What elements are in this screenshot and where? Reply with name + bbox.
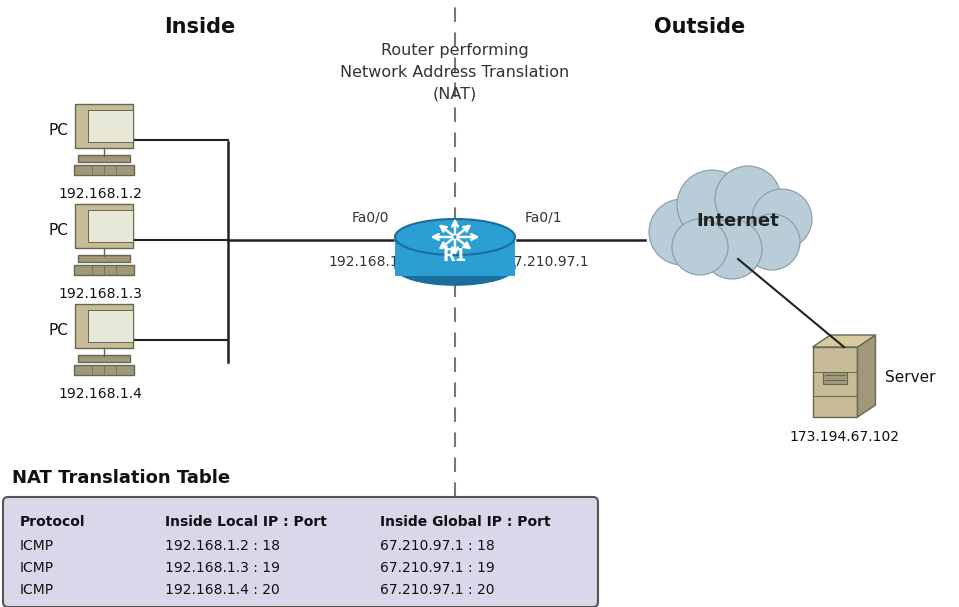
Bar xyxy=(395,237,515,276)
Text: 67.210.97.1 : 18: 67.210.97.1 : 18 xyxy=(380,539,495,553)
Ellipse shape xyxy=(395,249,515,285)
FancyBboxPatch shape xyxy=(3,497,598,607)
Circle shape xyxy=(649,199,715,265)
FancyBboxPatch shape xyxy=(823,371,848,384)
FancyBboxPatch shape xyxy=(75,204,133,248)
Text: 192.168.1.4 : 20: 192.168.1.4 : 20 xyxy=(165,583,280,597)
Text: NAT Translation Table: NAT Translation Table xyxy=(12,469,230,487)
FancyBboxPatch shape xyxy=(88,210,133,242)
Circle shape xyxy=(677,170,747,240)
Text: 192.168.1.4: 192.168.1.4 xyxy=(58,387,142,401)
Text: Fa0/1: Fa0/1 xyxy=(525,210,562,224)
Circle shape xyxy=(672,219,728,275)
Text: Fa0/0: Fa0/0 xyxy=(351,210,388,224)
Text: Internet: Internet xyxy=(696,212,780,230)
Text: PC: PC xyxy=(48,322,68,337)
Polygon shape xyxy=(812,335,876,347)
Text: ICMP: ICMP xyxy=(20,561,54,575)
FancyBboxPatch shape xyxy=(78,255,130,262)
FancyBboxPatch shape xyxy=(78,155,130,162)
FancyBboxPatch shape xyxy=(74,165,134,175)
Text: Server: Server xyxy=(885,370,935,384)
Text: 192.168.1.3: 192.168.1.3 xyxy=(58,287,142,301)
Text: Inside Global IP : Port: Inside Global IP : Port xyxy=(380,515,550,529)
Text: 192.168.1.2: 192.168.1.2 xyxy=(58,187,142,201)
Text: 192.168.1.2 : 18: 192.168.1.2 : 18 xyxy=(165,539,280,553)
Text: Router performing
Network Address Translation
(NAT): Router performing Network Address Transl… xyxy=(340,43,570,101)
Ellipse shape xyxy=(395,219,515,255)
Circle shape xyxy=(752,189,812,249)
Circle shape xyxy=(702,219,762,279)
Text: 67.210.97.1 : 19: 67.210.97.1 : 19 xyxy=(380,561,495,575)
FancyBboxPatch shape xyxy=(88,110,133,142)
Text: R1: R1 xyxy=(443,247,467,265)
Text: 67.210.97.1 : 20: 67.210.97.1 : 20 xyxy=(380,583,495,597)
Text: Protocol: Protocol xyxy=(20,515,85,529)
Circle shape xyxy=(715,166,781,232)
FancyBboxPatch shape xyxy=(74,265,134,275)
FancyBboxPatch shape xyxy=(74,365,134,375)
FancyBboxPatch shape xyxy=(75,304,133,348)
Text: Inside: Inside xyxy=(164,17,236,37)
Text: PC: PC xyxy=(48,123,68,138)
Text: 67.210.97.1: 67.210.97.1 xyxy=(505,255,589,269)
Text: ICMP: ICMP xyxy=(20,583,54,597)
Text: 192.168.1.3 : 19: 192.168.1.3 : 19 xyxy=(165,561,280,575)
Text: ICMP: ICMP xyxy=(20,539,54,553)
Polygon shape xyxy=(857,335,876,417)
Text: 192.168.1.1: 192.168.1.1 xyxy=(328,255,412,269)
FancyBboxPatch shape xyxy=(75,104,133,148)
Text: Outside: Outside xyxy=(654,17,746,37)
Text: 173.194.67.102: 173.194.67.102 xyxy=(789,430,899,444)
Text: PC: PC xyxy=(48,223,68,237)
FancyBboxPatch shape xyxy=(78,355,130,362)
FancyBboxPatch shape xyxy=(812,347,857,417)
Text: Inside Local IP : Port: Inside Local IP : Port xyxy=(165,515,327,529)
Circle shape xyxy=(744,214,800,270)
FancyBboxPatch shape xyxy=(88,310,133,342)
